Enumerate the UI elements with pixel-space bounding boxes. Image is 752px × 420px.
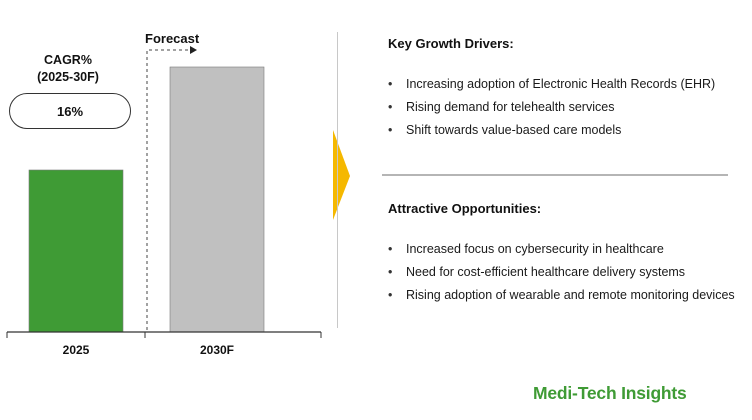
section-divider — [382, 174, 728, 176]
driver-item: Shift towards value-based care models — [388, 119, 715, 142]
attractive-opportunities-heading: Attractive Opportunities: — [388, 201, 542, 216]
brand-logo-text: Medi-Tech Insights — [533, 383, 687, 403]
x-tick-label-2030f: 2030F — [199, 343, 235, 357]
forecast-label: Forecast — [145, 31, 200, 46]
key-growth-drivers-list: Increasing adoption of Electronic Health… — [388, 73, 715, 142]
bars-layer — [28, 66, 265, 333]
opportunity-item: Need for cost-efficient healthcare deliv… — [388, 261, 735, 284]
transition-arrow-icon — [333, 130, 350, 220]
opportunity-item: Rising adoption of wearable and remote m… — [388, 284, 735, 307]
cagr-value-pill: 16% — [9, 93, 131, 129]
forecast-bracket — [146, 49, 190, 330]
x-tick-label-2025: 2025 — [62, 343, 90, 357]
cagr-value: 16% — [56, 103, 84, 119]
attractive-opportunities-list: Increased focus on cybersecurity in heal… — [388, 238, 735, 307]
bar-2025 — [28, 169, 124, 333]
key-growth-drivers-heading: Key Growth Drivers: — [388, 36, 514, 51]
opportunity-item: Increased focus on cybersecurity in heal… — [388, 238, 735, 261]
cagr-label: CAGR% (2025-30F) — [37, 53, 99, 84]
forecast-arrowhead — [190, 46, 197, 54]
driver-item: Increasing adoption of Electronic Health… — [388, 73, 715, 96]
driver-item: Rising demand for telehealth services — [388, 96, 715, 119]
vertical-divider — [337, 32, 338, 328]
bar-2030f — [169, 66, 265, 333]
